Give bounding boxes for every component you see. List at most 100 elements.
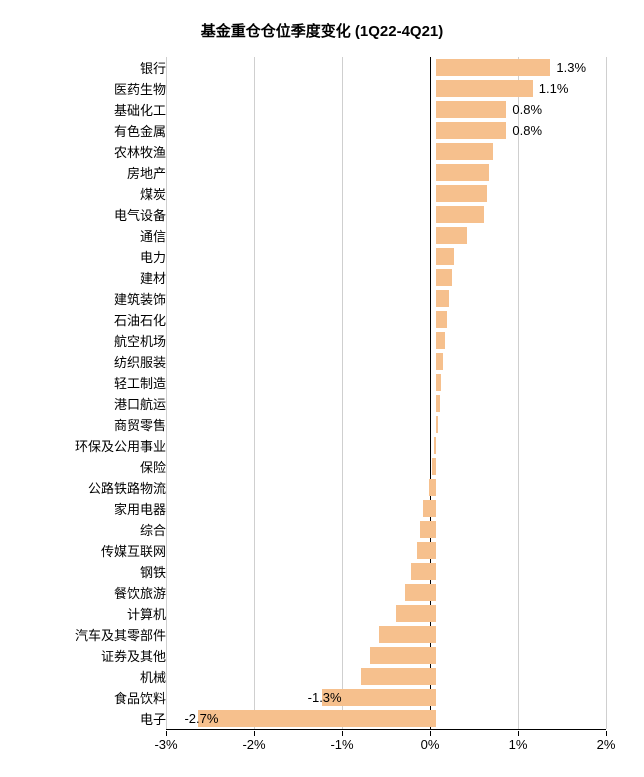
bar-area xyxy=(172,540,634,561)
category-label: 医药生物 xyxy=(10,79,172,98)
category-label: 机械 xyxy=(10,667,172,686)
chart-row: 餐饮旅游 xyxy=(10,582,634,603)
bar-area xyxy=(172,624,634,645)
bar xyxy=(436,122,506,139)
chart-row: 纺织服装 xyxy=(10,351,634,372)
bar-area: 1.1% xyxy=(172,78,634,99)
bar-area xyxy=(172,666,634,687)
category-label: 建材 xyxy=(10,268,172,287)
category-label: 银行 xyxy=(10,58,172,77)
category-label: 电子 xyxy=(10,709,172,728)
x-tick-label: 2% xyxy=(597,737,616,752)
chart-row: 证券及其他 xyxy=(10,645,634,666)
bar xyxy=(420,521,436,538)
x-axis: -3%-2%-1%0%1%2% xyxy=(166,729,606,757)
bar-area xyxy=(172,246,634,267)
value-label: 1.3% xyxy=(556,57,586,78)
bar-area xyxy=(172,351,634,372)
bar-area xyxy=(172,561,634,582)
bar xyxy=(432,458,436,475)
bar-area: 0.8% xyxy=(172,99,634,120)
chart-title: 基金重仓仓位季度变化 (1Q22-4Q21) xyxy=(10,20,634,41)
category-label: 建筑装饰 xyxy=(10,289,172,308)
bar-area xyxy=(172,393,634,414)
chart-row: 机械 xyxy=(10,666,634,687)
category-label: 电气设备 xyxy=(10,205,172,224)
category-label: 农林牧渔 xyxy=(10,142,172,161)
bar xyxy=(436,269,452,286)
chart-row: 家用电器 xyxy=(10,498,634,519)
x-tick-label: -1% xyxy=(330,737,353,752)
chart-row: 综合 xyxy=(10,519,634,540)
category-label: 汽车及其零部件 xyxy=(10,625,172,644)
category-label: 房地产 xyxy=(10,163,172,182)
bar-area xyxy=(172,435,634,456)
chart-row: 钢铁 xyxy=(10,561,634,582)
category-label: 港口航运 xyxy=(10,394,172,413)
chart-row: 港口航运 xyxy=(10,393,634,414)
value-label: 0.8% xyxy=(512,120,542,141)
bar xyxy=(436,206,484,223)
chart-row: 石油石化 xyxy=(10,309,634,330)
bar-area xyxy=(172,645,634,666)
category-label: 煤炭 xyxy=(10,184,172,203)
category-label: 计算机 xyxy=(10,604,172,623)
category-label: 通信 xyxy=(10,226,172,245)
bar-area xyxy=(172,414,634,435)
chart-row: 电气设备 xyxy=(10,204,634,225)
chart-area: 银行1.3%医药生物1.1%基础化工0.8%有色金属0.8%农林牧渔房地产煤炭电… xyxy=(10,57,634,757)
bar-area xyxy=(172,288,634,309)
category-label: 有色金属 xyxy=(10,121,172,140)
bar xyxy=(436,311,447,328)
category-label: 环保及公用事业 xyxy=(10,436,172,455)
bar-area xyxy=(172,582,634,603)
x-tick xyxy=(342,731,343,736)
bar-area xyxy=(172,225,634,246)
bar xyxy=(423,500,436,517)
category-label: 家用电器 xyxy=(10,499,172,518)
chart-row: 银行 1.3% xyxy=(10,57,634,78)
bar xyxy=(436,374,441,391)
x-tick-label: -2% xyxy=(242,737,265,752)
category-label: 食品饮料 xyxy=(10,688,172,707)
bar-area xyxy=(172,603,634,624)
bar-area xyxy=(172,330,634,351)
chart-row: 建材 xyxy=(10,267,634,288)
x-tick-label: 1% xyxy=(509,737,528,752)
category-label: 保险 xyxy=(10,457,172,476)
value-label: -1.3% xyxy=(308,687,342,708)
chart-row: 通信 xyxy=(10,225,634,246)
bar-area xyxy=(172,162,634,183)
bar xyxy=(436,290,449,307)
category-label: 轻工制造 xyxy=(10,373,172,392)
bar-area: 0.8% xyxy=(172,120,634,141)
bar-area: 1.3% xyxy=(172,57,634,78)
bar-area xyxy=(172,456,634,477)
bar-area xyxy=(172,309,634,330)
value-label: -2.7% xyxy=(184,708,218,729)
chart-row: 食品饮料 -1.3% xyxy=(10,687,634,708)
bar xyxy=(436,143,493,160)
chart-row: 计算机 xyxy=(10,603,634,624)
chart-row: 建筑装饰 xyxy=(10,288,634,309)
chart-row: 基础化工0.8% xyxy=(10,99,634,120)
bar xyxy=(417,542,436,559)
chart-row: 医药生物1.1% xyxy=(10,78,634,99)
category-label: 钢铁 xyxy=(10,562,172,581)
bar xyxy=(436,185,487,202)
bar xyxy=(198,710,436,727)
bar xyxy=(436,248,454,265)
x-tick xyxy=(430,731,431,736)
chart-row: 电力 xyxy=(10,246,634,267)
chart-row: 环保及公用事业 xyxy=(10,435,634,456)
x-tick xyxy=(254,731,255,736)
bar xyxy=(396,605,436,622)
bar xyxy=(436,59,550,76)
bar xyxy=(436,332,445,349)
bar xyxy=(429,479,436,496)
bar xyxy=(436,101,506,118)
category-label: 公路铁路物流 xyxy=(10,478,172,497)
bar xyxy=(436,227,467,244)
bar-area xyxy=(172,477,634,498)
chart-rows: 银行1.3%医药生物1.1%基础化工0.8%有色金属0.8%农林牧渔房地产煤炭电… xyxy=(10,57,634,729)
